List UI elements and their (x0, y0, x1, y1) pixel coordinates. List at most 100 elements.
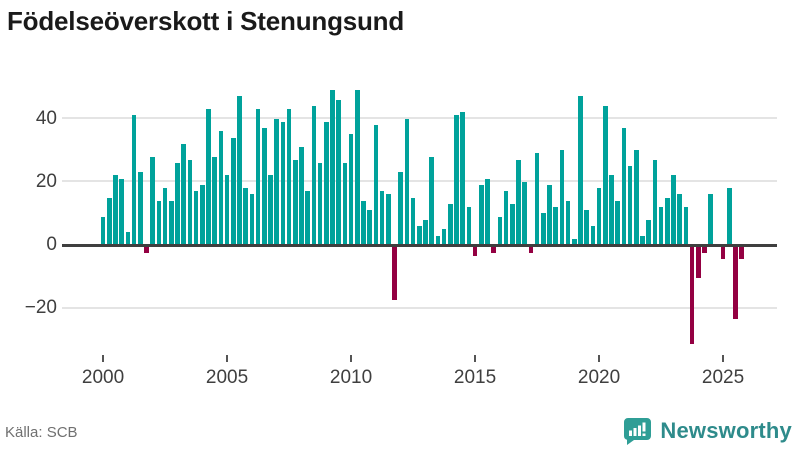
bar-2022-Q2 (652, 159, 658, 245)
y-tick-label-20: 20 (35, 170, 57, 192)
y-tick-label-−20: −20 (24, 297, 57, 319)
bar-2004-Q4 (218, 131, 224, 245)
bar-2023-Q2 (677, 194, 682, 245)
bar-2007-Q1 (274, 118, 279, 245)
bar-2007-Q2 (280, 121, 286, 245)
bar-2020-Q1 (596, 188, 602, 245)
bar-2019-Q1 (571, 238, 577, 245)
bar-2015-Q2 (478, 184, 484, 245)
bar-2013-Q1 (423, 219, 428, 245)
bar-2025-Q2 (726, 188, 732, 245)
bar-2001-Q1 (125, 232, 131, 245)
bar-2023-Q1 (671, 175, 676, 245)
bar-2006-Q1 (249, 194, 255, 245)
bar-2003-Q2 (181, 143, 186, 245)
bar-2004-Q1 (199, 184, 205, 245)
bar-2018-Q3 (559, 150, 565, 245)
bar-2010-Q3 (361, 200, 366, 245)
bar-2025-Q4 (739, 246, 744, 260)
bar-2016-Q2 (503, 191, 509, 245)
bar-2010-Q2 (354, 90, 360, 245)
bar-2008-Q1 (299, 147, 304, 245)
bar-2020-Q2 (602, 105, 608, 245)
bar-2011-Q2 (379, 191, 385, 245)
bar-2002-Q3 (162, 188, 168, 245)
bar-2016-Q1 (497, 216, 503, 245)
bar-2004-Q3 (212, 156, 217, 245)
bar-2024-Q1 (695, 246, 701, 279)
bar-2009-Q1 (323, 121, 329, 245)
x-axis-zero-line (62, 243, 777, 247)
bar-2003-Q3 (187, 159, 193, 245)
gridline--20 (62, 306, 777, 309)
bar-2020-Q3 (609, 175, 614, 245)
bar-2009-Q3 (336, 99, 341, 245)
x-tick-2005 (226, 355, 229, 362)
source-note: Källa: SCB (5, 424, 78, 441)
x-tick-2015 (474, 355, 477, 362)
bar-2011-Q3 (385, 194, 391, 245)
x-tick-label-2020: 2020 (577, 367, 621, 388)
bar-2019-Q4 (590, 226, 596, 245)
bar-2017-Q3 (534, 153, 540, 245)
gridline-40 (62, 117, 777, 120)
bar-2019-Q3 (584, 210, 589, 245)
bar-2006-Q4 (268, 175, 273, 245)
bar-2002-Q2 (156, 200, 162, 245)
bar-2021-Q4 (640, 235, 645, 245)
bar-2014-Q3 (460, 112, 465, 245)
bar-2022-Q4 (664, 197, 670, 245)
bar-2023-Q3 (683, 207, 689, 245)
bar-2011-Q1 (373, 124, 379, 245)
y-tick-label-0: 0 (46, 234, 57, 255)
bar-2002-Q1 (150, 156, 155, 245)
bar-2011-Q4 (392, 246, 397, 301)
bar-2021-Q2 (627, 166, 633, 245)
bar-2010-Q1 (348, 134, 354, 245)
x-tick-2000 (102, 355, 105, 362)
bar-2005-Q3 (237, 96, 242, 245)
bar-2014-Q2 (454, 115, 459, 245)
bar-2013-Q3 (435, 235, 441, 245)
bar-2025-Q3 (733, 246, 738, 320)
bar-2003-Q4 (193, 191, 199, 245)
bar-2021-Q3 (633, 150, 639, 245)
bar-2005-Q4 (243, 188, 248, 245)
bar-2015-Q4 (491, 246, 496, 253)
x-tick-2010 (350, 355, 353, 362)
bar-2024-Q2 (702, 246, 707, 253)
bar-2018-Q4 (565, 200, 571, 245)
bar-2024-Q3 (708, 194, 713, 245)
bar-2000-Q1 (100, 216, 106, 245)
bar-2013-Q2 (429, 156, 434, 245)
bar-2016-Q4 (516, 159, 521, 245)
bar-2006-Q2 (255, 109, 261, 245)
y-tick-label-40: 40 (35, 107, 57, 129)
page-title: Födelseöverskott i Stenungsund (7, 6, 405, 36)
bar-2013-Q4 (441, 229, 447, 245)
bar-2005-Q2 (230, 137, 236, 245)
newsworthy-logo[interactable]: Newsworthy (623, 415, 792, 447)
bar-2018-Q1 (547, 184, 552, 245)
bar-2001-Q2 (131, 115, 137, 245)
bar-2018-Q2 (553, 207, 558, 245)
bar-2005-Q1 (224, 175, 230, 245)
x-tick-label-2010: 2010 (329, 367, 373, 388)
bar-2016-Q3 (509, 203, 515, 245)
bar-2008-Q2 (305, 191, 310, 245)
bar-2003-Q1 (175, 162, 180, 245)
bar-2007-Q3 (286, 109, 292, 245)
bar-2017-Q2 (528, 246, 534, 253)
bar-2017-Q4 (540, 213, 546, 245)
bar-2015-Q3 (485, 178, 490, 245)
bar-2006-Q3 (261, 128, 267, 245)
newsworthy-wordmark: Newsworthy (660, 418, 792, 443)
x-tick-label-2015: 2015 (453, 367, 497, 388)
bar-2015-Q1 (472, 246, 478, 256)
bar-2004-Q2 (206, 109, 211, 245)
bar-2012-Q1 (398, 172, 403, 245)
bar-2012-Q3 (410, 197, 416, 245)
x-tick-label-2005: 2005 (205, 367, 249, 388)
bar-2001-Q4 (144, 246, 149, 253)
